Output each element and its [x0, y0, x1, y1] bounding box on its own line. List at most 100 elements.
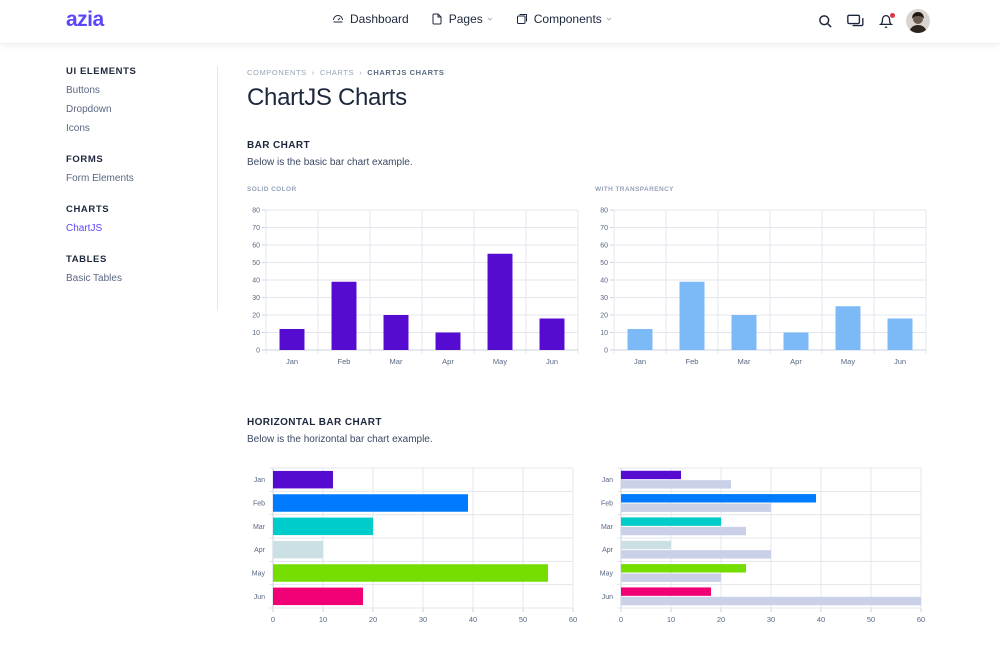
- bar: [783, 332, 809, 350]
- y-tick-label: 70: [600, 225, 608, 232]
- y-tick-label: 30: [252, 295, 260, 302]
- bar: [621, 470, 681, 480]
- sidebar-group-tables: TABLES Basic Tables: [66, 254, 217, 284]
- main-nav: Dashboard Pages Components: [332, 12, 635, 26]
- breadcrumb-item-current: CHARTJS CHARTS: [367, 68, 445, 77]
- x-tick-label: Jun: [546, 357, 558, 366]
- avatar[interactable]: [906, 9, 930, 33]
- y-tick-label: 0: [256, 348, 260, 355]
- bell-icon[interactable]: [879, 12, 895, 29]
- bar: [731, 315, 757, 350]
- x-tick-label: May: [841, 357, 855, 366]
- y-tick-label: 80: [252, 208, 260, 215]
- bar: [621, 480, 731, 489]
- bar: [621, 526, 746, 536]
- sidebar-item-icons[interactable]: Icons: [66, 123, 90, 134]
- chat-icon[interactable]: [847, 14, 865, 29]
- chevron-right-icon: ›: [359, 68, 363, 77]
- bar-chart-solid: 0 10 20 30 40 50 60 70 80 Jan Feb Mar Apr May Jun: [252, 208, 579, 366]
- y-tick-label: Jan: [254, 477, 265, 484]
- x-tick-label: Feb: [686, 357, 699, 366]
- sidebar-item-form-elements[interactable]: Form Elements: [66, 173, 134, 184]
- sidebar-group-title: TABLES: [66, 254, 107, 265]
- y-tick-label: 30: [600, 295, 608, 302]
- sidebar-item-chartjs[interactable]: ChartJS: [66, 223, 103, 234]
- bar: [627, 329, 653, 350]
- top-header: azia Dashboard Pages Components: [0, 0, 1000, 44]
- bar: [273, 587, 363, 606]
- sidebar-group-forms: FORMS Form Elements: [66, 154, 217, 184]
- x-tick-label: 10: [667, 615, 675, 624]
- x-tick-label: Mar: [390, 357, 403, 366]
- breadcrumb: COMPONENTS › CHARTS › CHARTJS CHARTS: [247, 68, 444, 77]
- breadcrumb-item-components[interactable]: COMPONENTS: [247, 68, 307, 77]
- header-actions: [804, 9, 930, 33]
- bar: [621, 550, 771, 559]
- x-tick-label: 50: [867, 615, 875, 624]
- page-title: ChartJS Charts: [247, 84, 407, 111]
- x-tick-label: Jun: [894, 357, 906, 366]
- nav-pages-label: Pages: [448, 12, 483, 26]
- y-tick-label: 70: [252, 225, 260, 232]
- brand-logo[interactable]: azia: [66, 8, 104, 31]
- bar: [621, 517, 721, 526]
- x-tick-label: Jan: [634, 357, 646, 366]
- sidebar-item-dropdown[interactable]: Dropdown: [66, 104, 112, 115]
- bar: [621, 587, 711, 596]
- y-tick-label: May: [252, 571, 266, 578]
- bar: [679, 281, 705, 350]
- dashboard-icon: [332, 13, 344, 25]
- y-tick-label: Feb: [601, 501, 613, 508]
- x-tick-label: 0: [271, 615, 275, 624]
- sidebar-group-ui-elements: UI ELEMENTS Buttons Dropdown Icons: [66, 66, 217, 134]
- y-tick-label: 40: [252, 278, 260, 285]
- horizontal-bar-chart: 0 10 20 30 40 50 60 Jan Feb Mar Apr May Jun: [252, 467, 577, 624]
- bar: [273, 564, 548, 582]
- x-tick-label: 20: [369, 615, 377, 624]
- x-tick-label: 30: [419, 615, 427, 624]
- y-tick-label: Jun: [254, 594, 265, 601]
- y-tick-label: Apr: [254, 547, 266, 554]
- nav-dashboard[interactable]: Dashboard: [332, 12, 409, 26]
- bar: [621, 494, 816, 503]
- breadcrumb-item-charts[interactable]: CHARTS: [319, 68, 355, 77]
- bar: [435, 332, 461, 350]
- bar: [621, 564, 746, 573]
- nav-pages[interactable]: Pages: [431, 12, 494, 26]
- x-tick-label: Apr: [790, 357, 802, 366]
- y-tick-label: 0: [604, 348, 608, 355]
- y-tick-label: 50: [600, 260, 608, 267]
- x-tick-label: 10: [319, 615, 327, 624]
- bar: [273, 540, 323, 559]
- y-tick-label: Apr: [602, 547, 614, 554]
- y-tick-label: Mar: [253, 524, 266, 531]
- bar-chart-transparent: 0 10 20 30 40 50 60 70 80 Jan Feb Mar Apr May Jun: [600, 208, 927, 366]
- hbar-chart-section-desc: Below is the horizontal bar chart exampl…: [247, 434, 433, 445]
- bar: [273, 494, 468, 512]
- sidebar: UI ELEMENTS Buttons Dropdown Icons FORMS…: [66, 66, 218, 311]
- sidebar-item-buttons[interactable]: Buttons: [66, 85, 100, 96]
- sidebar-item-basic-tables[interactable]: Basic Tables: [66, 273, 122, 284]
- y-tick-label: 40: [600, 278, 608, 285]
- search-icon[interactable]: [818, 14, 833, 29]
- bar: [331, 281, 357, 350]
- y-tick-label: 60: [252, 243, 260, 250]
- nav-components[interactable]: Components: [516, 12, 613, 26]
- y-tick-label: 60: [600, 243, 608, 250]
- x-tick-label: 40: [817, 615, 825, 624]
- bar: [887, 318, 913, 350]
- bar: [487, 253, 513, 350]
- bar: [621, 503, 771, 512]
- y-tick-label: Mar: [601, 524, 614, 531]
- y-tick-label: Feb: [253, 501, 265, 508]
- x-tick-label: Apr: [442, 357, 454, 366]
- y-tick-label: 80: [600, 208, 608, 215]
- y-tick-label: May: [600, 571, 614, 578]
- horizontal-bar-chart-grouped: 0 10 20 30 40 50 60 Jan Feb Mar Apr May Jun: [600, 467, 925, 624]
- y-tick-label: 20: [252, 313, 260, 320]
- box-icon: [516, 13, 528, 25]
- nav-components-label: Components: [533, 12, 602, 26]
- sidebar-group-charts: CHARTS ChartJS: [66, 204, 217, 234]
- bar: [621, 596, 921, 606]
- chevron-down-icon: [486, 15, 494, 23]
